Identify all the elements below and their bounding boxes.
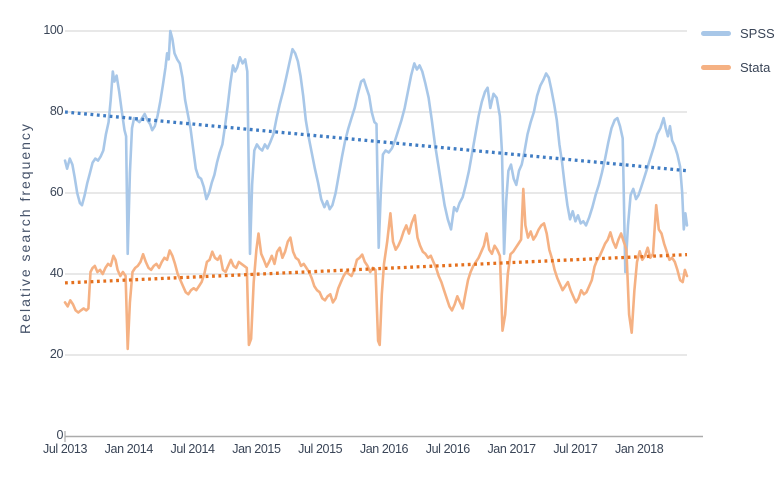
y-tick-label-40: 40 (49, 266, 64, 280)
legend-item-spss: SPSS (701, 26, 775, 41)
y-tick-label-80: 80 (49, 104, 64, 118)
x-tick-label-jan-2018: Jan 2018 (615, 442, 664, 456)
x-tick-label-jan-2014: Jan 2014 (104, 442, 154, 456)
y-tick-label-100: 100 (43, 23, 63, 37)
x-tick-label-jul-2016: Jul 2016 (425, 442, 470, 456)
legend-swatch-stata-icon (701, 65, 731, 70)
x-tick-label-jul-2014: Jul 2014 (170, 442, 215, 456)
legend-swatch-spss-icon (701, 31, 731, 36)
y-axis-title: Relative search frequency (17, 122, 33, 334)
legend: SPSS Stata (701, 26, 775, 75)
legend-label-spss: SPSS (740, 26, 775, 41)
legend-label-stata: Stata (740, 60, 771, 75)
y-tick-label-0: 0 (56, 428, 63, 442)
x-tick-label-jan-2016: Jan 2016 (359, 442, 409, 456)
y-tick-label-20: 20 (49, 347, 64, 361)
x-tick-label-jan-2017: Jan 2017 (487, 442, 536, 456)
legend-item-stata: Stata (701, 60, 775, 75)
spss-series-line (63, 29, 689, 274)
x-tick-label-jul-2015: Jul 2015 (298, 442, 343, 456)
spss-trend-line (64, 110, 688, 173)
x-tick-label-jul-2017: Jul 2017 (553, 442, 598, 456)
y-tick-label-60: 60 (49, 185, 64, 199)
x-tick-label-jul-2013: Jul 2013 (42, 442, 88, 456)
x-tick-label-jan-2015: Jan 2015 (232, 442, 281, 456)
stata-series-line (63, 187, 689, 351)
stata-trend-line (64, 252, 688, 285)
